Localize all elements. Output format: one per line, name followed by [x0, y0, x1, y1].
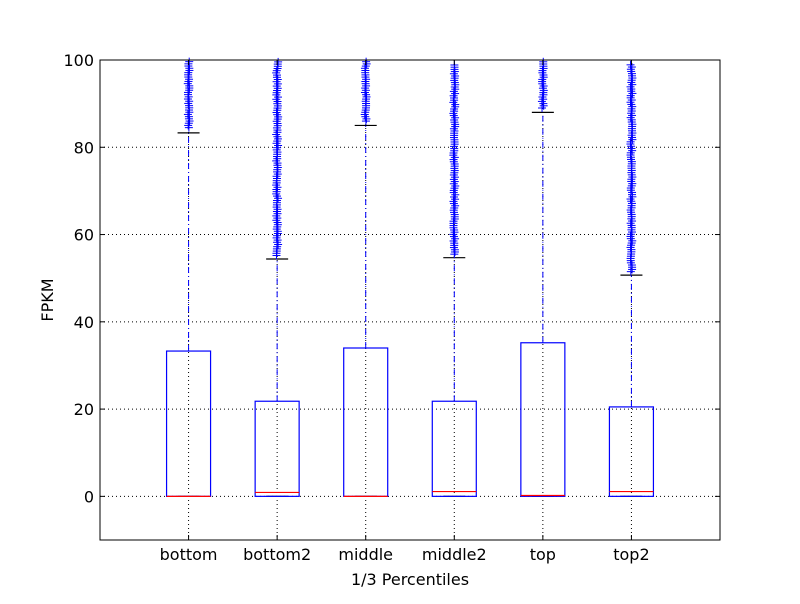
outliers	[272, 57, 283, 260]
box-middle2	[431, 60, 477, 497]
grid-lines	[100, 59, 720, 540]
box-bottom2	[254, 57, 300, 497]
box-top2	[608, 60, 655, 497]
x-tick-label: middle	[338, 545, 393, 564]
x-tick-label: bottom	[160, 545, 218, 564]
y-tick-label: 100	[63, 51, 94, 70]
y-tick-label: 60	[74, 226, 94, 245]
x-tick-label: top2	[613, 545, 649, 564]
box-top	[520, 57, 566, 497]
y-tick-label: 20	[74, 400, 94, 419]
y-axis-label: FPKM	[38, 278, 57, 321]
x-axis-label: 1/3 Percentiles	[351, 570, 469, 589]
x-tick-label: bottom2	[243, 545, 311, 564]
axis-ticks: 0 20 40 60 80 100 bottom bottom2 middle middle2 to…	[63, 51, 720, 564]
outliers	[360, 57, 371, 126]
y-tick-label: 40	[74, 313, 94, 332]
box-middle	[343, 57, 389, 497]
plot-frame	[99, 59, 721, 541]
outliers	[183, 57, 194, 132]
y-tick-label: 80	[74, 138, 94, 157]
outliers	[626, 60, 637, 276]
box-body	[254, 400, 300, 497]
x-tick-label: top	[530, 545, 556, 564]
box-body	[343, 347, 389, 497]
outliers	[537, 57, 548, 112]
box-body	[431, 400, 477, 497]
y-tick-label: 0	[84, 487, 94, 506]
outliers	[449, 60, 460, 259]
box-bottom	[165, 57, 212, 497]
box-body	[608, 406, 655, 497]
x-tick-label: middle2	[422, 545, 487, 564]
box-series	[165, 57, 655, 497]
box-body	[520, 342, 566, 497]
